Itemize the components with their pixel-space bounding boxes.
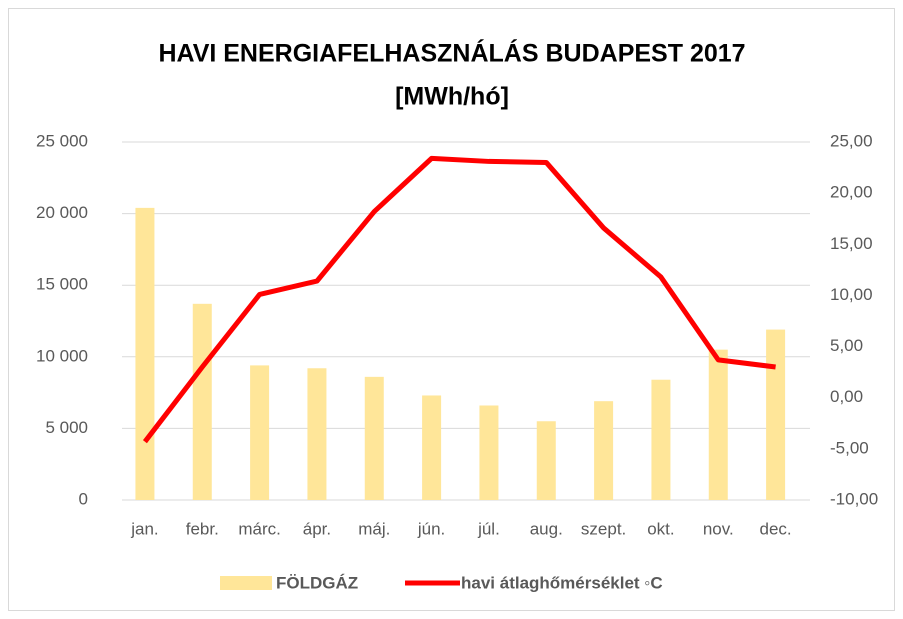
bar (651, 379, 671, 500)
x-tick-label: ápr. (303, 519, 331, 538)
bar (250, 365, 270, 500)
legend-label: havi átlaghőmérséklet ◦C (461, 573, 663, 592)
x-tick-label: dec. (760, 519, 792, 538)
bar (364, 376, 384, 500)
y-tick-label: 20 000 (36, 203, 88, 222)
x-tick-label: márc. (238, 519, 281, 538)
y-tick-label: 5 000 (45, 418, 88, 437)
legend-swatch (220, 576, 272, 590)
x-tick-label: febr. (186, 519, 219, 538)
bar (594, 401, 614, 500)
x-tick-label: júl. (477, 519, 500, 538)
y2-tick-label: 15,00 (830, 234, 873, 253)
y2-tick-label: -10,00 (830, 489, 878, 508)
y-tick-label: 25 000 (36, 131, 88, 150)
x-tick-label: aug. (530, 519, 563, 538)
bar (135, 207, 155, 500)
bar (307, 368, 327, 500)
y2-tick-label: 10,00 (830, 285, 873, 304)
y2-tick-label: 0,00 (830, 387, 863, 406)
y-tick-label: 0 (79, 489, 88, 508)
bar (479, 405, 499, 500)
x-tick-label: szept. (581, 519, 626, 538)
bar (192, 303, 212, 500)
chart-title: [MWh/hó] (395, 83, 509, 111)
y2-tick-label: 25,00 (830, 131, 873, 150)
chart-title: HAVI ENERGIAFELHASZNÁLÁS BUDAPEST 2017 (158, 39, 745, 68)
bar (708, 349, 728, 500)
y-tick-label: 10 000 (36, 346, 88, 365)
x-tick-label: jan. (130, 519, 158, 538)
bar (536, 421, 556, 500)
line (142, 155, 776, 444)
y2-tick-label: 5,00 (830, 336, 863, 355)
x-tick-label: okt. (647, 519, 674, 538)
x-tick-label: jún. (417, 519, 445, 538)
y2-tick-label: -5,00 (830, 438, 869, 457)
y2-tick-label: 20,00 (830, 183, 873, 202)
legend-label: FÖLDGÁZ (276, 573, 358, 592)
x-tick-label: máj. (358, 519, 390, 538)
chart-frame (8, 8, 895, 611)
y-tick-label: 15 000 (36, 275, 88, 294)
bar (422, 395, 442, 500)
bar (766, 329, 786, 500)
x-tick-label: nov. (703, 519, 734, 538)
